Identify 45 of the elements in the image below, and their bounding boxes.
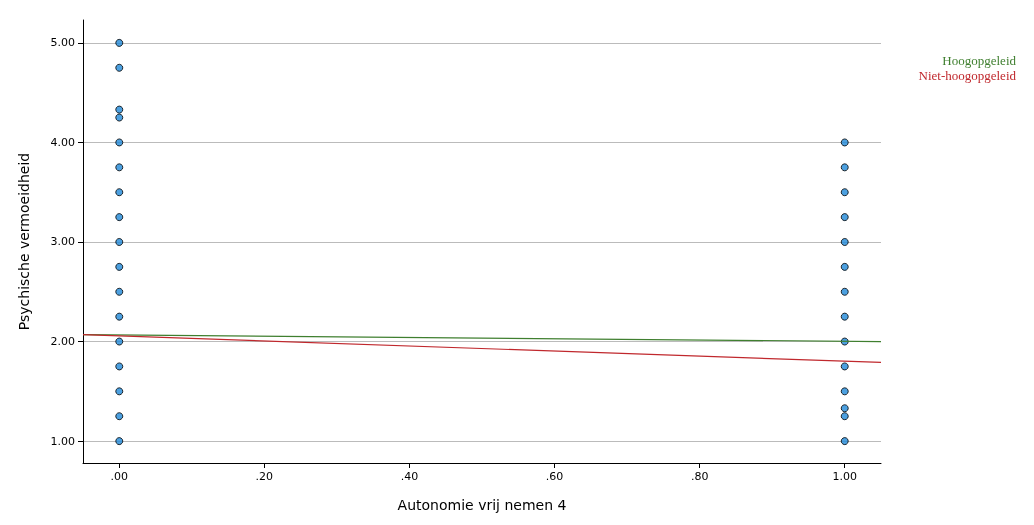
point bbox=[840, 437, 849, 446]
y-tick-label: 4.00 bbox=[50, 135, 75, 149]
x-tick-label: 1.00 bbox=[832, 470, 857, 483]
point bbox=[115, 337, 124, 346]
point bbox=[840, 287, 849, 296]
point bbox=[840, 362, 849, 371]
x-tick-label: .60 bbox=[545, 470, 564, 483]
point bbox=[115, 312, 124, 321]
point bbox=[115, 63, 124, 72]
x-tick-label: .40 bbox=[400, 470, 419, 483]
x-axis-title: Autonomie vrij nemen 4 bbox=[397, 497, 567, 513]
point bbox=[115, 262, 124, 271]
text: Niet-hoogopgeleid bbox=[918, 68, 1017, 83]
point bbox=[115, 105, 124, 114]
point bbox=[115, 412, 124, 421]
point bbox=[840, 213, 849, 222]
point bbox=[115, 213, 124, 222]
y-tick-label: 2.00 bbox=[50, 335, 75, 349]
x-tick-label: .20 bbox=[255, 470, 274, 483]
y-tick-label: 5.00 bbox=[50, 36, 75, 50]
point bbox=[840, 387, 849, 396]
point bbox=[840, 188, 849, 197]
point bbox=[840, 404, 849, 413]
y-tick-label: 3.00 bbox=[50, 235, 75, 249]
x-tick-label: .00 bbox=[110, 470, 129, 483]
point bbox=[840, 312, 849, 321]
point bbox=[115, 38, 124, 47]
point bbox=[115, 138, 124, 147]
point bbox=[840, 262, 849, 271]
point bbox=[840, 238, 849, 246]
point bbox=[840, 412, 849, 421]
point bbox=[115, 163, 124, 172]
y-tick-label: 1.00 bbox=[50, 434, 75, 448]
point bbox=[115, 362, 124, 371]
point bbox=[115, 387, 124, 396]
point bbox=[115, 437, 124, 446]
point bbox=[840, 163, 849, 172]
y-axis-title: Psychische vermoeidheid bbox=[16, 152, 32, 331]
point bbox=[115, 287, 124, 296]
point bbox=[840, 138, 849, 147]
text: Hoogopgeleid bbox=[942, 52, 1017, 68]
point bbox=[115, 113, 124, 122]
point bbox=[115, 238, 124, 246]
x-tick-label: .80 bbox=[690, 470, 709, 483]
point bbox=[115, 188, 124, 197]
